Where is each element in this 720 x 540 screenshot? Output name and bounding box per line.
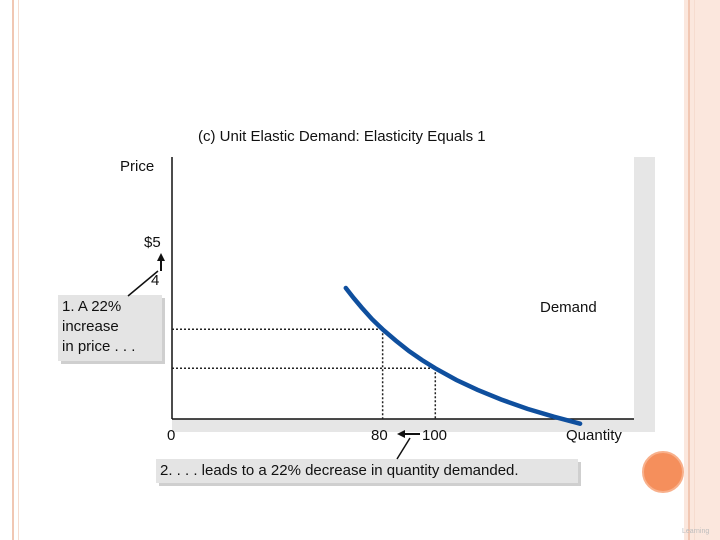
x-tick-label-0: 0 xyxy=(167,427,176,444)
series-label-demand: Demand xyxy=(540,299,597,316)
price-change-note: 1. A 22% increase in price . . . xyxy=(58,295,162,361)
x-axis-label: Quantity xyxy=(566,427,622,444)
quantity-callout-pointer xyxy=(396,437,411,460)
price-note-line: in price . . . xyxy=(62,338,136,355)
x-tick-label-100: 100 xyxy=(422,427,448,444)
plot-area xyxy=(172,157,634,419)
footer-watermark: Learning xyxy=(682,528,710,535)
price-callout-pointer xyxy=(127,270,159,297)
y-tick-label-5: $5 xyxy=(144,234,161,251)
decorative-circle xyxy=(642,451,684,493)
price-note-line: increase xyxy=(62,318,119,335)
quantity-change-note: 2. . . . leads to a 22% decrease in quan… xyxy=(156,459,578,483)
demand-curve xyxy=(343,285,583,426)
y-tick-label-4: 4 xyxy=(151,272,160,289)
price-note-line: 1. A 22% xyxy=(62,298,122,315)
chart-title: (c) Unit Elastic Demand: Elasticity Equa… xyxy=(198,128,486,145)
y-axis-label: Price xyxy=(120,158,155,175)
x-tick-label-80: 80 xyxy=(371,427,388,444)
